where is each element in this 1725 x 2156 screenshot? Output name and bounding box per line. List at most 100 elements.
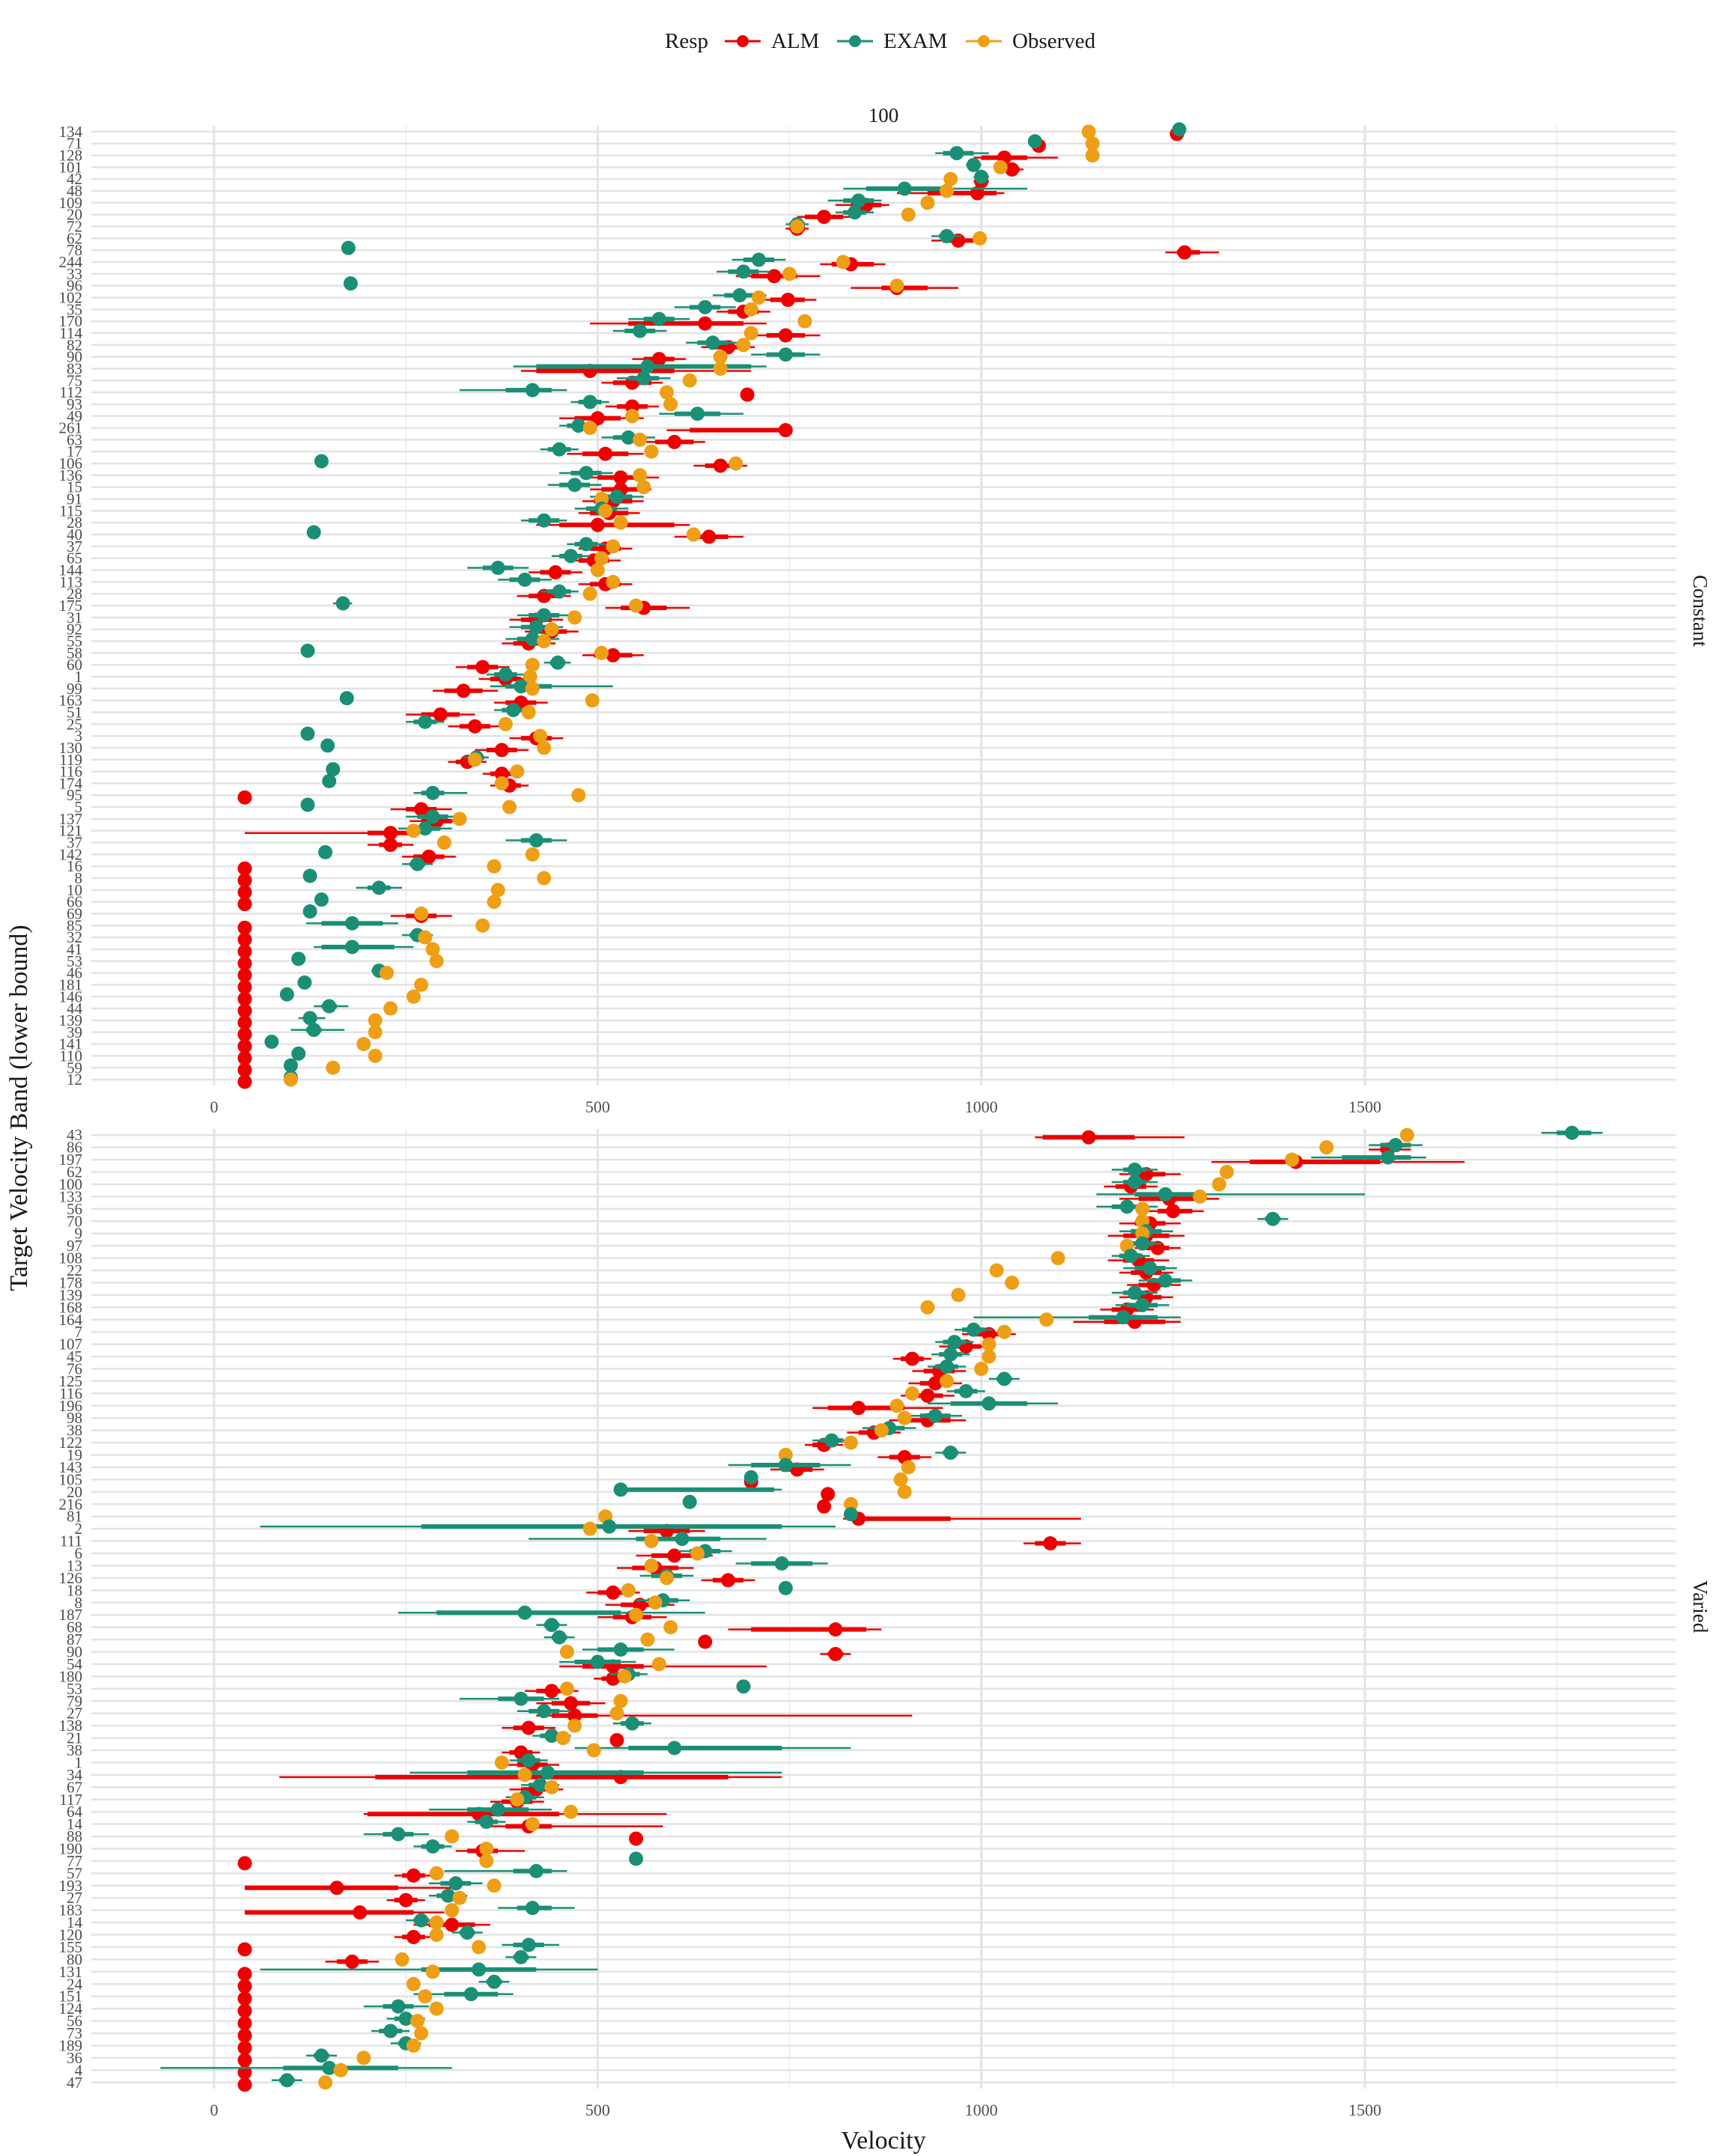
y-tick-label: 114 [59, 324, 82, 342]
y-tick-label: 19 [67, 1446, 82, 1464]
observed-point [494, 1755, 509, 1770]
observed-point [663, 1620, 678, 1635]
observed-point [901, 207, 916, 222]
exam-point [621, 430, 636, 445]
exam-point [306, 525, 321, 540]
alm-point [237, 2053, 252, 2068]
exam-point [778, 1580, 793, 1595]
x-tick-labels: 0 500 1000 1500 [210, 1097, 1381, 1116]
exam-point [326, 762, 341, 777]
y-tick-label: 108 [59, 1249, 83, 1267]
observed-point [1085, 136, 1100, 151]
y-tick-label: 1 [75, 1753, 83, 1771]
alm-point [237, 1856, 252, 1871]
exam-point [778, 1458, 793, 1473]
observed-point [517, 1767, 532, 1782]
alm-point [237, 873, 252, 888]
alm-point [237, 897, 252, 912]
alm-point [433, 707, 448, 722]
exam-point [521, 1937, 536, 1952]
y-tick-label: 116 [59, 763, 82, 781]
exam-point [1143, 1261, 1157, 1276]
observed-point [368, 1013, 383, 1028]
exam-point [571, 418, 586, 433]
y-tick-labels: 4386197621001335670997108221781391681647… [59, 1126, 83, 2092]
exam-point [568, 478, 582, 493]
exam-point [982, 1396, 997, 1411]
exam-point [974, 169, 989, 184]
observed-point [660, 1571, 675, 1586]
observed-point [523, 669, 538, 684]
alm-point [237, 1050, 252, 1065]
alm-point [713, 458, 728, 473]
exam-point [306, 1023, 321, 1038]
observed-point [973, 231, 988, 246]
exam-point [1158, 1273, 1173, 1288]
alm-point [237, 1979, 252, 1994]
y-tick-label: 3 [75, 727, 83, 745]
observed-point [418, 1989, 433, 2004]
y-tick-label: 5 [75, 798, 83, 816]
alm-point [590, 411, 605, 426]
alm-point [237, 956, 252, 971]
y-tick-label: 181 [59, 975, 83, 993]
alm-point [778, 423, 793, 438]
y-tick-label: 81 [67, 1508, 82, 1526]
observed-point [1135, 1202, 1150, 1216]
observed-point [410, 2014, 425, 2029]
exam-point [391, 1827, 406, 1842]
exam-point [848, 205, 862, 220]
panel-marks [237, 122, 1220, 1089]
alm-point [544, 1684, 559, 1699]
observed-point [686, 527, 701, 542]
observed-point [368, 1048, 383, 1063]
exam-point [490, 561, 505, 576]
alm-point [237, 1027, 252, 1042]
alm-point [590, 517, 605, 532]
y-tick-label: 117 [59, 1791, 82, 1809]
y-tick-label: 8 [75, 1594, 83, 1612]
exam-point [425, 785, 440, 800]
observed-point [1399, 1127, 1414, 1142]
x-tick-label: 500 [585, 1097, 610, 1116]
y-tick-label: 111 [60, 1532, 82, 1550]
y-tick-label: 95 [67, 786, 82, 804]
exam-point [291, 951, 306, 966]
y-tick-label: 46 [67, 964, 82, 982]
observed-point [452, 1890, 467, 1905]
y-tick-label: 38 [67, 1741, 82, 1759]
exam-point [947, 1335, 962, 1350]
y-tick-label: 9 [75, 1225, 83, 1243]
y-tick-label: 14 [67, 1815, 83, 1833]
exam-point [843, 1507, 858, 1522]
observed-point [356, 1037, 371, 1052]
y-tick-label: 87 [67, 1630, 82, 1648]
x-tick-labels: 0 500 1000 1500 [210, 2101, 1381, 2119]
exam-point [705, 335, 720, 350]
observed-point [471, 1940, 486, 1955]
y-tick-label: 55 [67, 632, 82, 650]
observed-point [525, 1817, 540, 1832]
y-tick-label: 63 [67, 430, 82, 448]
observed-point [475, 918, 490, 933]
exam-point [418, 821, 433, 836]
exam-point [579, 537, 594, 552]
y-tick-label: 122 [59, 1434, 83, 1452]
y-tick-label: 59 [67, 1059, 82, 1077]
y-tick-label: 138 [59, 1717, 83, 1735]
alm-point [702, 529, 717, 544]
observed-point [648, 1595, 663, 1610]
alm-point [821, 1487, 836, 1502]
exam-point [675, 1532, 690, 1547]
observed-point [487, 859, 502, 874]
y-tick-label: 99 [67, 680, 82, 698]
panel-constant: 1347112810142481092072627824433961023517… [59, 122, 1712, 1116]
alm-point [817, 1499, 832, 1514]
y-tick-label: 67 [67, 1778, 82, 1796]
legend-swatch-dot [737, 35, 749, 47]
exam-point [514, 1691, 529, 1706]
exam-point [490, 1802, 505, 1817]
exam-point [851, 193, 866, 208]
y-tick-label: 164 [59, 1311, 83, 1329]
observed-point [874, 1423, 889, 1438]
